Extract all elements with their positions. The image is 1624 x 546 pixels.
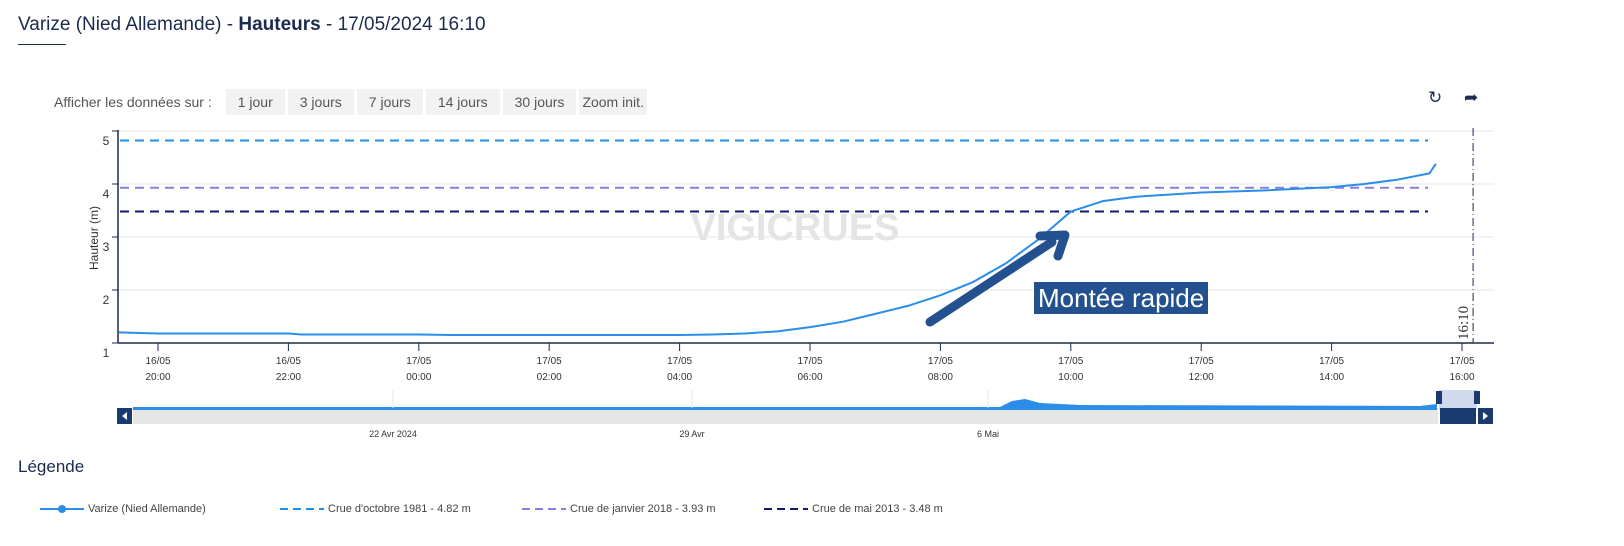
legend-label: Crue de mai 2013 - 3.48 m	[812, 503, 943, 515]
range-selector: Afficher les données sur : 1 jour 3 jour…	[54, 89, 650, 115]
x-tick-label: 14:00	[1319, 372, 1344, 383]
navigator-label: 6 Mai	[977, 429, 999, 439]
x-tick-label: 17/05	[406, 356, 431, 367]
y-axis-label: Hauteur (m)	[87, 206, 101, 270]
chevron-left-icon	[122, 412, 127, 420]
datetime: - 17/05/2024 16:10	[326, 14, 486, 35]
metric-name: Hauteurs	[238, 14, 321, 35]
y-tick-label: 5	[103, 134, 110, 148]
x-tick-label: 04:00	[667, 372, 692, 383]
now-marker-label: 16:10	[1456, 306, 1472, 340]
range-3-days-button[interactable]: 3 jours	[287, 89, 354, 115]
legend-item-2013[interactable]: Crue de mai 2013 - 3.48 m	[764, 503, 943, 515]
legend: Varize (Nied Allemande) Crue d'octobre 1…	[40, 503, 943, 515]
range-7-days-button[interactable]: 7 jours	[356, 89, 423, 115]
x-tick-label: 17/05	[797, 356, 822, 367]
x-tick-label: 17/05	[1319, 356, 1344, 367]
legend-item-1981[interactable]: Crue d'octobre 1981 - 4.82 m	[280, 503, 522, 515]
x-tick-label: 02:00	[537, 372, 562, 383]
share-arrow-icon[interactable]: ➦	[1464, 88, 1479, 107]
x-tick-label: 16/05	[145, 356, 170, 367]
x-tick-label: 17/05	[1449, 356, 1474, 367]
legend-label: Varize (Nied Allemande)	[88, 503, 206, 515]
legend-title: Légende	[18, 457, 85, 476]
x-tick-label: 17/05	[667, 356, 692, 367]
legend-dash-icon	[764, 508, 808, 510]
navigator-handle-right[interactable]	[1474, 391, 1480, 404]
legend-label: Crue d'octobre 1981 - 4.82 m	[328, 503, 471, 515]
page-title: Varize (Nied Allemande) - Hauteurs - 17/…	[18, 14, 486, 36]
scrollbar-thumb[interactable]	[1440, 408, 1476, 424]
x-tick-label: 20:00	[145, 372, 170, 383]
navigator-track	[133, 408, 1438, 424]
navigator-label: 22 Avr 2024	[369, 429, 417, 439]
x-tick-label: 17/05	[928, 356, 953, 367]
x-tick-label: 22:00	[276, 372, 301, 383]
y-tick-label: 3	[103, 240, 110, 254]
x-tick-label: 06:00	[797, 372, 822, 383]
x-tick-label: 17/05	[1189, 356, 1214, 367]
legend-dash-icon	[522, 508, 566, 510]
legend-label: Crue de janvier 2018 - 3.93 m	[570, 503, 716, 515]
series-line	[118, 163, 1437, 337]
x-tick-label: 12:00	[1189, 372, 1214, 383]
refresh-icon[interactable]: ↻	[1428, 88, 1443, 107]
title-underline	[18, 44, 66, 45]
x-tick-label: 16:00	[1449, 372, 1474, 383]
chevron-right-icon	[1483, 412, 1488, 420]
legend-item-2018[interactable]: Crue de janvier 2018 - 3.93 m	[522, 503, 764, 515]
y-tick-label: 4	[103, 187, 110, 201]
range-14-days-button[interactable]: 14 jours	[425, 89, 500, 115]
navigator-selection	[1439, 390, 1477, 410]
y-tick-label: 1	[103, 346, 110, 360]
annotation-arrow	[925, 237, 1057, 327]
x-tick-label: 16/05	[276, 356, 301, 367]
watermark: VIGICRUES	[690, 207, 899, 249]
navigator-series	[133, 399, 1437, 410]
legend-dash-icon	[280, 508, 324, 510]
x-tick-label: 00:00	[406, 372, 431, 383]
range-1-day-button[interactable]: 1 jour	[225, 89, 285, 115]
station-name: Varize (Nied Allemande) -	[18, 14, 234, 35]
y-tick-label: 2	[103, 293, 110, 307]
range-30-days-button[interactable]: 30 jours	[502, 89, 577, 115]
legend-item-series[interactable]: Varize (Nied Allemande)	[40, 503, 280, 515]
legend-line-marker-icon	[40, 505, 84, 513]
navigator-handle-left[interactable]	[1436, 391, 1442, 404]
annotation-label: Montée rapide	[1034, 282, 1209, 314]
navigator-label: 29 Avr	[679, 429, 704, 439]
x-tick-label: 10:00	[1058, 372, 1083, 383]
x-tick-label: 17/05	[537, 356, 562, 367]
x-tick-label: 17/05	[1058, 356, 1083, 367]
x-tick-label: 08:00	[928, 372, 953, 383]
range-label: Afficher les données sur :	[54, 94, 212, 110]
zoom-reset-button[interactable]: Zoom init.	[579, 89, 647, 115]
annotation-arrowhead	[1035, 230, 1070, 261]
